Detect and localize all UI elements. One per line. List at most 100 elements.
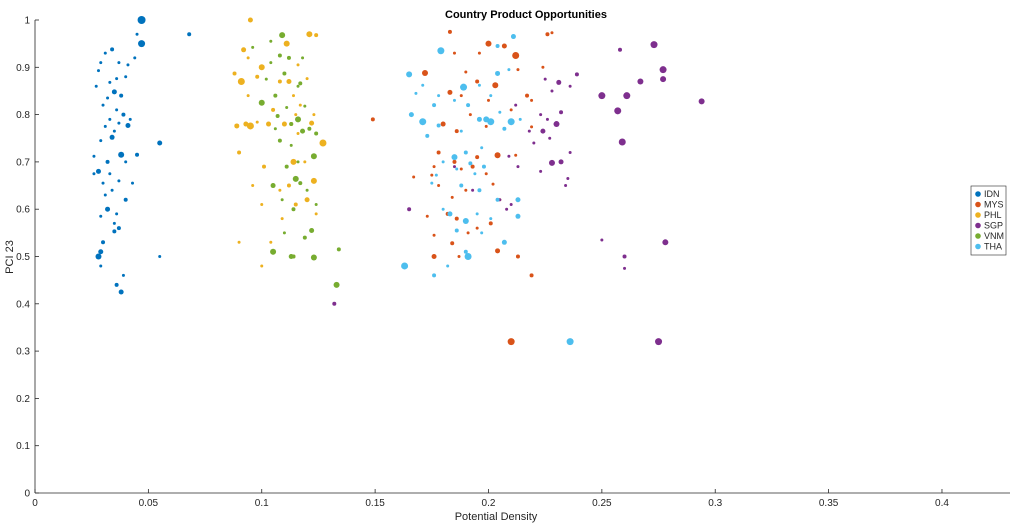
data-point <box>662 239 669 246</box>
y-tick-label: 0.5 <box>16 252 30 263</box>
data-point <box>422 69 428 76</box>
data-point <box>660 76 667 83</box>
data-point <box>278 188 282 192</box>
data-point <box>452 165 456 169</box>
data-point <box>292 175 299 182</box>
data-point <box>437 47 445 55</box>
data-point <box>137 16 146 24</box>
data-point <box>698 98 705 105</box>
data-point <box>431 254 437 259</box>
data-point <box>99 214 103 218</box>
data-point <box>516 68 520 72</box>
data-point <box>312 113 316 117</box>
y-axis-label: PCI 23 <box>4 240 16 274</box>
data-point <box>258 64 265 71</box>
data-point <box>558 159 564 165</box>
data-point <box>495 248 501 254</box>
data-point <box>512 51 520 59</box>
data-point <box>266 121 272 127</box>
data-point <box>289 122 294 127</box>
data-point <box>110 47 115 52</box>
data-point <box>507 338 515 346</box>
data-point <box>543 77 547 81</box>
data-point <box>314 131 319 136</box>
data-point <box>485 40 492 47</box>
x-tick-label: 0.2 <box>482 498 496 509</box>
data-point <box>489 94 493 98</box>
data-point <box>121 273 125 277</box>
data-point <box>277 53 282 58</box>
data-point <box>251 45 255 49</box>
data-point <box>451 154 458 161</box>
data-point <box>515 213 521 219</box>
x-tick-label: 0.1 <box>255 498 269 509</box>
data-point <box>92 172 96 176</box>
data-point <box>466 103 471 108</box>
data-point <box>237 77 245 85</box>
y-tick-label: 0.7 <box>16 157 30 168</box>
data-point <box>314 212 318 216</box>
data-point <box>305 188 309 192</box>
data-point <box>462 218 469 225</box>
data-point <box>269 39 273 43</box>
data-point <box>622 254 627 259</box>
y-tick-label: 1 <box>24 16 30 27</box>
data-point <box>110 188 114 192</box>
data-point <box>518 117 522 121</box>
series-idn <box>92 16 192 295</box>
data-point <box>255 120 259 124</box>
data-point <box>464 70 468 74</box>
data-point <box>111 89 117 95</box>
x-tick-label: 0.05 <box>139 498 159 509</box>
data-point <box>370 117 375 122</box>
data-point <box>516 165 520 169</box>
data-point <box>101 181 105 185</box>
data-point <box>269 240 273 244</box>
data-point <box>432 165 436 169</box>
data-point <box>247 17 253 23</box>
data-point <box>559 110 564 115</box>
x-tick-label: 0.4 <box>935 498 949 509</box>
data-point <box>298 103 302 107</box>
data-point <box>532 141 536 145</box>
data-point <box>280 198 284 202</box>
data-point <box>574 72 579 77</box>
legend-label: PHL <box>984 210 1002 220</box>
data-point <box>280 217 284 221</box>
data-point <box>475 226 479 230</box>
data-point <box>157 140 163 146</box>
data-point <box>296 160 300 164</box>
data-point <box>281 121 287 127</box>
data-point <box>476 116 482 122</box>
data-point <box>92 154 96 158</box>
data-point <box>298 81 303 86</box>
legend-label: IDN <box>984 189 1000 199</box>
data-point <box>539 169 543 173</box>
data-point <box>282 71 287 76</box>
data-point <box>255 74 260 79</box>
y-tick-label: 0.6 <box>16 205 30 216</box>
data-point <box>291 94 295 98</box>
data-point <box>117 61 121 65</box>
data-point <box>421 83 425 87</box>
data-point <box>541 65 545 69</box>
data-point <box>115 77 119 81</box>
data-point <box>468 113 472 117</box>
data-point <box>566 338 574 346</box>
data-point <box>114 282 119 287</box>
data-point <box>481 164 486 169</box>
data-point <box>277 138 282 143</box>
data-point <box>419 118 427 126</box>
data-point <box>108 172 112 176</box>
data-point <box>295 116 302 123</box>
data-point <box>406 71 413 78</box>
data-point <box>302 235 307 240</box>
data-point <box>303 160 307 164</box>
data-point <box>309 120 315 126</box>
data-point <box>568 84 572 88</box>
data-point <box>434 173 438 177</box>
data-point <box>112 221 116 225</box>
data-point <box>527 129 531 133</box>
data-point <box>556 79 562 85</box>
data-point <box>108 117 112 121</box>
